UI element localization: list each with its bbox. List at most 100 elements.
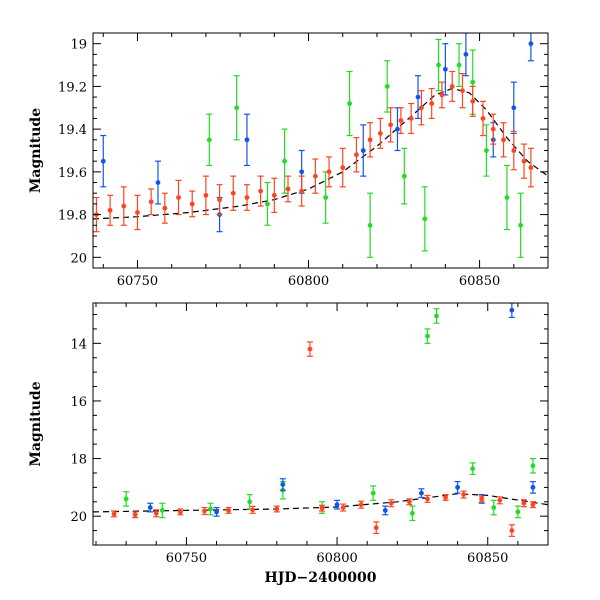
data-point bbox=[258, 188, 264, 194]
data-point bbox=[299, 188, 305, 194]
data-point bbox=[244, 195, 250, 200]
data-point bbox=[410, 510, 415, 516]
data-point bbox=[111, 511, 117, 517]
data-point bbox=[360, 148, 366, 153]
y-tick-label: 19 bbox=[70, 38, 87, 53]
data-point bbox=[354, 152, 359, 158]
data-point bbox=[121, 203, 127, 209]
data-point bbox=[470, 466, 476, 472]
data-point bbox=[312, 173, 318, 179]
data-point bbox=[491, 505, 497, 510]
y-tick-label: 14 bbox=[70, 337, 87, 352]
data-point bbox=[463, 51, 469, 57]
data-point bbox=[470, 79, 476, 85]
y-tick-label: 19.8 bbox=[58, 209, 87, 224]
data-point bbox=[123, 496, 129, 502]
data-point bbox=[334, 502, 340, 508]
data-point bbox=[518, 222, 524, 228]
data-point bbox=[107, 207, 113, 213]
data-point bbox=[217, 197, 222, 203]
data-point bbox=[388, 500, 394, 506]
data-point bbox=[132, 512, 138, 518]
y-tick-label: 20 bbox=[70, 251, 87, 266]
data-point bbox=[162, 205, 168, 211]
data-point bbox=[521, 500, 527, 506]
data-point bbox=[497, 497, 503, 503]
data-point bbox=[148, 199, 154, 205]
data-point bbox=[230, 190, 236, 196]
axis-ticks bbox=[93, 32, 549, 269]
data-point bbox=[384, 84, 390, 89]
data-point bbox=[319, 505, 325, 511]
data-point bbox=[515, 509, 521, 515]
x-tick-label: 60750 bbox=[117, 274, 158, 289]
x-tick-label: 60850 bbox=[459, 274, 500, 289]
data-point bbox=[460, 88, 465, 94]
data-point bbox=[425, 333, 430, 339]
data-point bbox=[340, 165, 346, 170]
data-point bbox=[206, 137, 212, 143]
y-tick-label: 20 bbox=[70, 510, 87, 525]
data-point bbox=[367, 222, 373, 228]
plot-area bbox=[93, 303, 548, 537]
data-point bbox=[214, 509, 219, 515]
data-point bbox=[347, 101, 352, 106]
y-axis-title: Magnitude bbox=[28, 381, 44, 466]
data-point bbox=[401, 173, 407, 179]
data-point bbox=[436, 62, 441, 68]
data-point bbox=[135, 210, 140, 215]
data-point bbox=[250, 507, 256, 513]
data-point bbox=[422, 216, 428, 222]
x-axis-title: HJD−2400000 bbox=[265, 570, 377, 586]
data-point bbox=[177, 509, 183, 515]
data-point bbox=[528, 165, 534, 170]
data-point bbox=[382, 508, 388, 513]
data-series bbox=[100, 33, 534, 233]
data-point bbox=[408, 116, 414, 121]
y-tick-label: 16 bbox=[70, 395, 87, 410]
data-point bbox=[176, 195, 181, 200]
data-point bbox=[234, 105, 240, 111]
data-point bbox=[511, 148, 517, 153]
data-series bbox=[123, 308, 536, 522]
data-point bbox=[340, 505, 346, 510]
data-point bbox=[100, 158, 106, 164]
data-point bbox=[388, 122, 394, 128]
bottom-light-curve-panel: 60750 60800 60850 14 16 18 20 Magnitude HJD−2400… bbox=[28, 302, 549, 586]
data-point bbox=[244, 137, 250, 143]
data-point bbox=[455, 484, 461, 490]
data-point bbox=[490, 126, 496, 132]
data-point bbox=[456, 62, 462, 68]
data-point bbox=[153, 510, 159, 516]
plot-area bbox=[93, 33, 548, 258]
data-point bbox=[189, 201, 195, 207]
data-point bbox=[530, 484, 536, 490]
y-tick-label: 19.6 bbox=[58, 166, 87, 181]
data-point bbox=[484, 148, 489, 153]
data-point bbox=[480, 116, 486, 121]
x-tick-label: 60800 bbox=[316, 551, 357, 566]
data-point bbox=[208, 506, 213, 512]
data-point bbox=[159, 508, 165, 513]
data-point bbox=[509, 528, 515, 533]
data-point bbox=[323, 195, 329, 200]
data-point bbox=[530, 502, 536, 508]
data-series bbox=[147, 303, 536, 517]
data-point bbox=[461, 492, 467, 497]
data-point bbox=[147, 505, 153, 510]
x-tick-label: 60850 bbox=[467, 551, 508, 566]
data-point bbox=[282, 158, 287, 164]
data-point bbox=[271, 192, 277, 198]
data-point bbox=[326, 169, 332, 175]
data-point bbox=[202, 508, 207, 514]
data-point bbox=[265, 201, 270, 207]
data-point bbox=[367, 137, 373, 143]
data-point bbox=[203, 192, 209, 198]
data-point bbox=[521, 158, 527, 164]
data-point bbox=[415, 94, 421, 100]
data-point bbox=[511, 105, 517, 111]
data-series bbox=[93, 70, 534, 233]
data-point bbox=[247, 499, 253, 505]
y-tick-label: 18 bbox=[70, 453, 87, 468]
data-point bbox=[528, 41, 534, 47]
